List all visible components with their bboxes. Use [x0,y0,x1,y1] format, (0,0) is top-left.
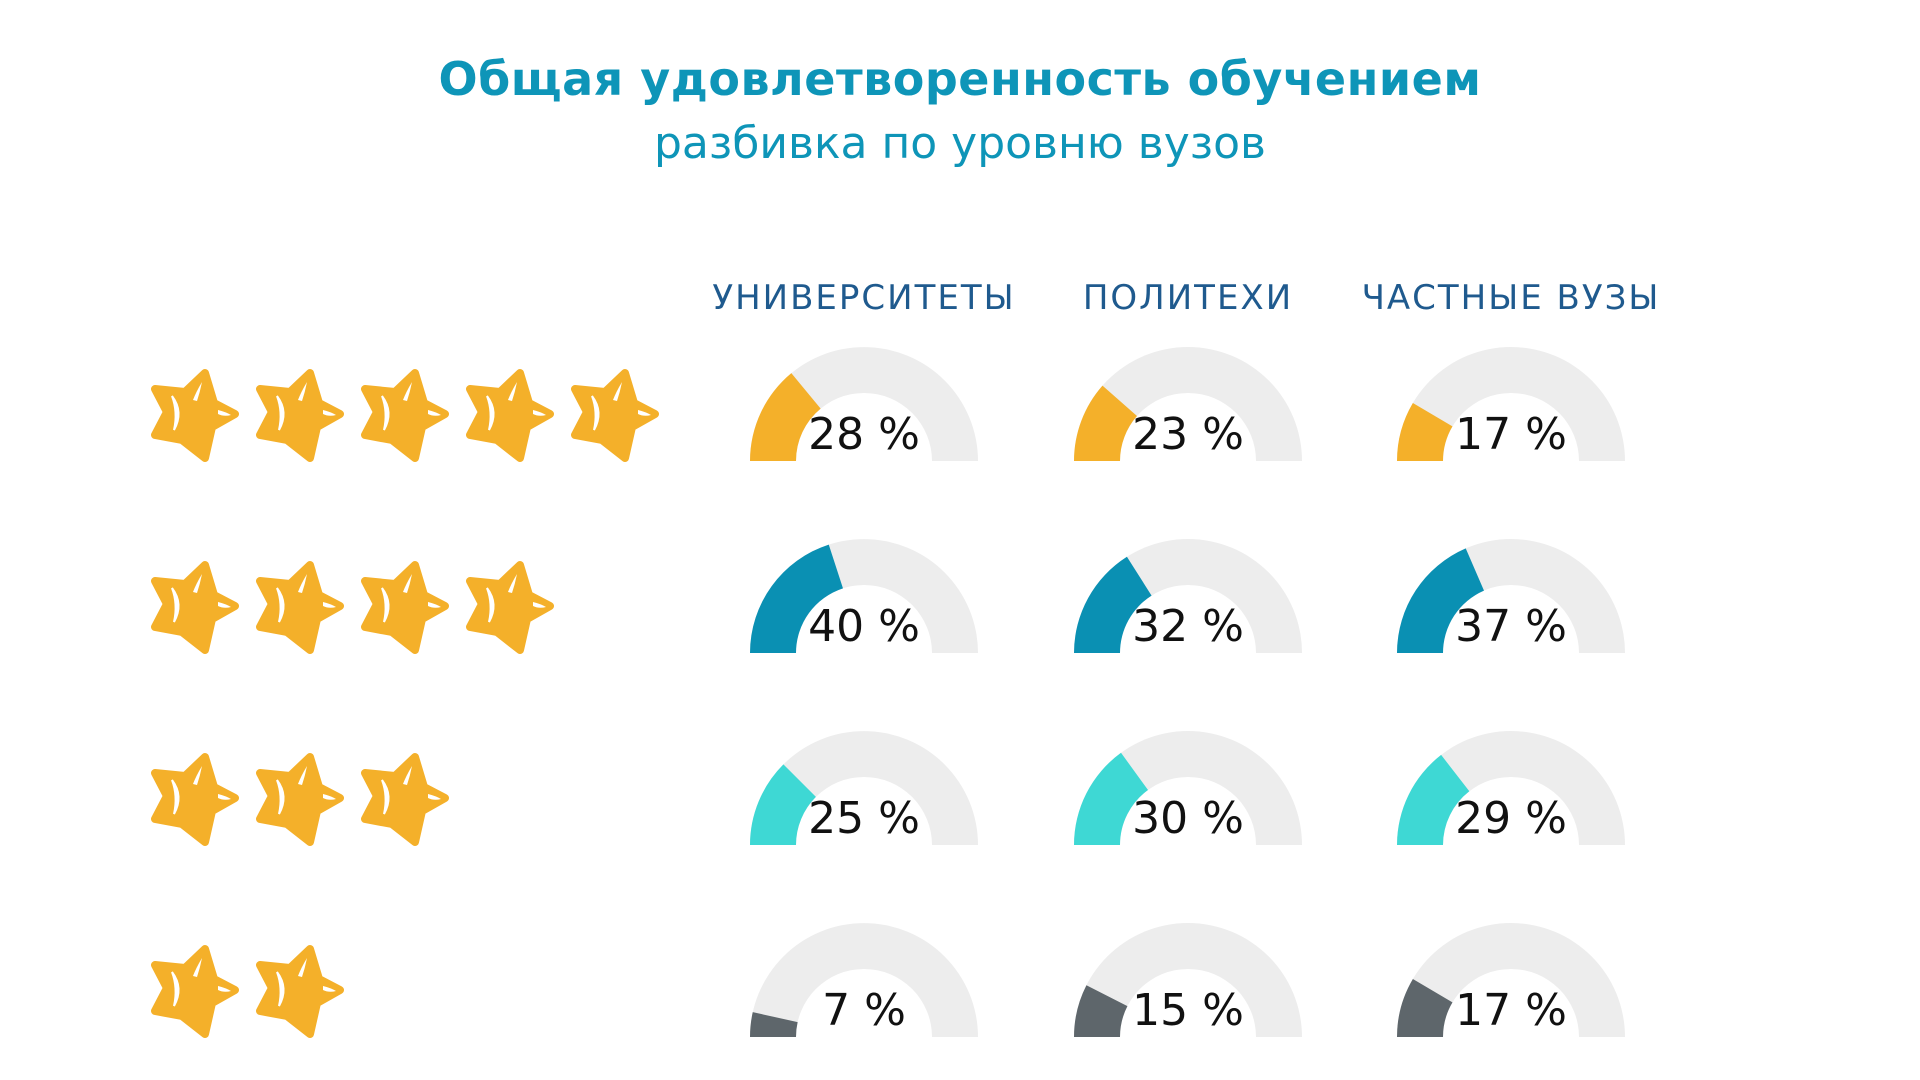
gauge-track [1074,347,1302,461]
gauge: 7 % [750,923,978,1037]
column-header-universities: УНИВЕРСИТЕТЫ [712,278,1016,318]
star-icon [361,369,449,462]
gauge-fill [1397,402,1453,461]
gauge: 40 % [750,539,978,653]
gauge-value-label: 17 % [1455,985,1567,1036]
gauge: 30 % [1074,731,1302,845]
gauge-track [1074,923,1302,1037]
gauge-track [1397,347,1625,461]
gauge: 15 % [1074,923,1302,1037]
gauge: 17 % [1397,347,1625,461]
gauge-track [1397,923,1625,1037]
gauge-value-label: 17 % [1455,409,1567,460]
gauge-fill [750,764,816,845]
star-icon [256,753,344,846]
gauge: 29 % [1397,731,1625,845]
star-icon [151,561,239,654]
gauge: 17 % [1397,923,1625,1037]
gauge-value-label: 32 % [1132,601,1244,652]
gauge-value-label: 25 % [808,793,920,844]
gauge: 37 % [1397,539,1625,653]
gauge-fill [750,544,843,653]
gauge-fill [1074,556,1152,653]
gauge: 28 % [750,347,978,461]
gauge-track [1397,731,1625,845]
star-icon [361,561,449,654]
star-icon [571,369,659,462]
chart-subtitle: разбивка по уровню вузов [654,118,1266,169]
gauge-fill [1397,754,1470,845]
star-icon [361,753,449,846]
gauge-value-label: 29 % [1455,793,1567,844]
gauge-value-label: 7 % [822,985,906,1036]
gauge: 23 % [1074,347,1302,461]
gauge-fill [750,373,821,461]
gauge-value-label: 15 % [1132,985,1244,1036]
star-icon [151,369,239,462]
gauge-value-label: 28 % [808,409,920,460]
gauge-fill [1074,752,1149,845]
column-header-polytechnics: ПОЛИТЕХИ [1082,278,1294,318]
gauge-fill [1397,548,1484,653]
star-icon [256,561,344,654]
gauge-track [750,347,978,461]
star-icon [466,369,554,462]
star-icon [256,945,344,1038]
gauge-fill [1074,385,1137,461]
gauge-fill [1074,985,1128,1037]
gauge-fill [1397,978,1453,1037]
column-header-private: ЧАСТНЫЕ ВУЗЫ [1361,278,1661,318]
gauge-value-label: 37 % [1455,601,1567,652]
gauge-value-label: 30 % [1132,793,1244,844]
gauge: 25 % [750,731,978,845]
gauge-value-label: 23 % [1132,409,1244,460]
gauge-track [750,923,978,1037]
star-icon [466,561,554,654]
star-icon [256,369,344,462]
gauge-track [1074,731,1302,845]
gauge-value-label: 40 % [808,601,920,652]
gauge-track [750,731,978,845]
gauge: 32 % [1074,539,1302,653]
chart-title: Общая удовлетворенность обучением [438,52,1482,106]
star-icon [151,945,239,1038]
star-icon [151,753,239,846]
gauge-fill [750,1012,798,1037]
